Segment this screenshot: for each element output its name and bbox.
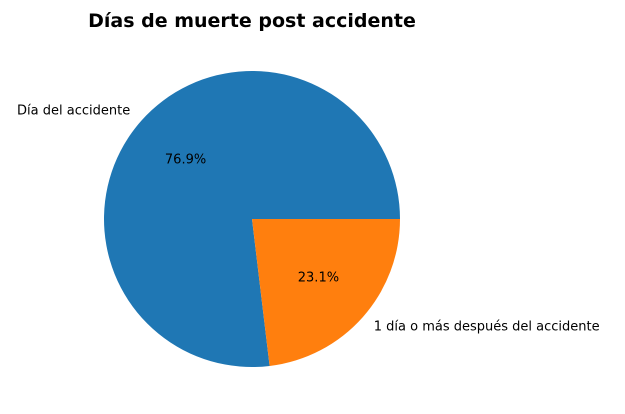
percent-label-1: 76.9% [165,153,206,168]
percent-label-2: 23.1% [298,270,339,285]
chart-title: Días de muerte post accidente [88,10,416,32]
pie-slices [104,71,400,367]
pie-slice-2 [252,219,400,366]
category-label-2: 1 día o más después del accidente [374,320,600,335]
category-label-1: Día del accidente [17,103,130,118]
